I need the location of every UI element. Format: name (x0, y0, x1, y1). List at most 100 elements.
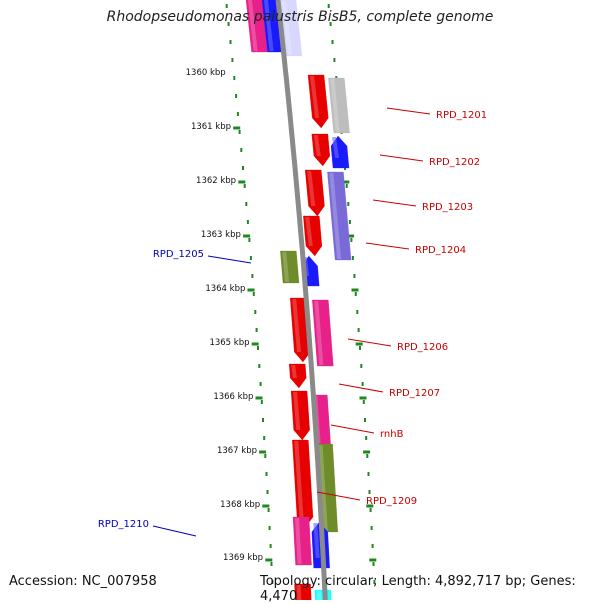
feature-highlight (291, 365, 297, 378)
inner-tick (260, 400, 263, 404)
genome-title: Rhodopseudomonas palustris BisB5, comple… (106, 9, 494, 25)
outer-tick (364, 418, 366, 422)
major-tick (255, 396, 263, 400)
gene-label-rpd_1207[interactable]: RPD_1207 (389, 388, 440, 399)
major-tick (259, 450, 267, 454)
outer-tick (362, 400, 365, 404)
inner-tick (265, 472, 268, 476)
major-tick (347, 234, 355, 238)
backbone-layer (275, 0, 328, 601)
gene-label-rpd_1209[interactable]: RPD_1209 (366, 496, 417, 507)
inner-tick (263, 436, 266, 440)
major-tick (355, 342, 363, 346)
inner-tick (246, 220, 249, 224)
outer-tick (367, 472, 370, 476)
major-tick (233, 126, 241, 130)
gene-leader-line (386, 107, 431, 115)
outer-tick (354, 292, 357, 296)
outer-tick (356, 310, 359, 314)
genome-backbone (275, 0, 328, 601)
inner-tick (248, 238, 251, 242)
major-tick (363, 450, 371, 454)
inner-tick (266, 490, 269, 494)
outer-tick (353, 274, 356, 278)
major-tick (247, 288, 255, 292)
scale-label: 1367 kbp (217, 446, 257, 456)
feature-highlight (330, 79, 340, 132)
inner-tick (238, 130, 241, 134)
gene-label-rpd_1206[interactable]: RPD_1206 (397, 342, 448, 353)
feature-highlight (295, 518, 302, 564)
major-tick (359, 396, 367, 400)
gene-label-rnhb[interactable]: rnhB (380, 429, 404, 440)
scale-label: 1364 kbp (205, 284, 245, 294)
inner-tick (251, 274, 254, 278)
label-layer: 1360 kbp 1361 kbp 1362 kbp 1363 kbp 1364 kbp… (98, 68, 487, 563)
outer-tick (359, 346, 361, 350)
outer-tick (329, 22, 332, 26)
outer-tick (371, 544, 374, 548)
inner-tick (231, 58, 234, 62)
major-tick (342, 180, 350, 184)
outer-tick (360, 364, 363, 368)
feature-highlight (296, 585, 302, 603)
feature-highlight (314, 301, 324, 365)
outer-tick (350, 238, 353, 242)
outer-tick (370, 526, 373, 530)
outer-tick (333, 58, 336, 62)
major-tick (251, 342, 259, 346)
inner-tick (257, 346, 259, 350)
inner-tick (264, 454, 267, 458)
major-tick (262, 504, 270, 508)
feature-highlight (293, 392, 301, 430)
feature-highlight (332, 137, 339, 158)
gene-leader-line (372, 199, 417, 207)
feature-highlight (282, 1, 292, 55)
outer-tick (357, 328, 360, 332)
inner-tick (262, 418, 264, 422)
inner-tick (236, 112, 239, 116)
feature-highlight (310, 76, 320, 118)
feature-highlight (282, 252, 289, 282)
outer-tick (373, 580, 376, 584)
gene-label-rpd_1205[interactable]: RPD_1205 (153, 249, 204, 260)
scale-label: 1365 kbp (209, 338, 249, 348)
gene-label-rpd_1204[interactable]: RPD_1204 (415, 245, 466, 256)
outer-tick (366, 454, 369, 458)
feature-highlight (329, 173, 342, 259)
gene-label-rpd_1203[interactable]: RPD_1203 (422, 202, 473, 213)
gene-label-rpd_1202[interactable]: RPD_1202 (429, 157, 480, 168)
feature-layer (245, 0, 352, 604)
feature-highlight (305, 217, 313, 246)
inner-tick (243, 184, 246, 188)
feature-highlight (292, 299, 301, 352)
gene-leader-line (338, 383, 384, 393)
inner-tick (269, 544, 272, 548)
outer-tick (327, 4, 330, 8)
outer-tick (351, 256, 354, 260)
inner-tick (252, 292, 255, 296)
major-tick (369, 558, 377, 562)
gene-label-rpd_1201[interactable]: RPD_1201 (436, 110, 487, 121)
major-tick (243, 234, 251, 238)
gene-label-rpd_1210[interactable]: RPD_1210 (98, 519, 149, 530)
major-tick (351, 288, 359, 292)
major-tick (366, 504, 374, 508)
outer-tick (345, 184, 348, 188)
major-tick (238, 180, 246, 184)
feature-highlight (263, 0, 274, 51)
inner-tick (258, 364, 261, 368)
accession-text: Accession: NC_007958 (9, 574, 157, 589)
inner-tick (271, 580, 274, 584)
scale-label: 1361 kbp (191, 122, 231, 132)
scale-label: 1369 kbp (223, 553, 263, 563)
inner-tick (254, 310, 257, 314)
inner-tick (242, 166, 244, 170)
scale-label: 1366 kbp (213, 392, 253, 402)
inner-tick (259, 382, 262, 386)
gene-leader-line (347, 338, 392, 347)
gene-leader-line (365, 242, 410, 250)
inner-tick (227, 22, 230, 26)
major-tick (265, 558, 273, 562)
